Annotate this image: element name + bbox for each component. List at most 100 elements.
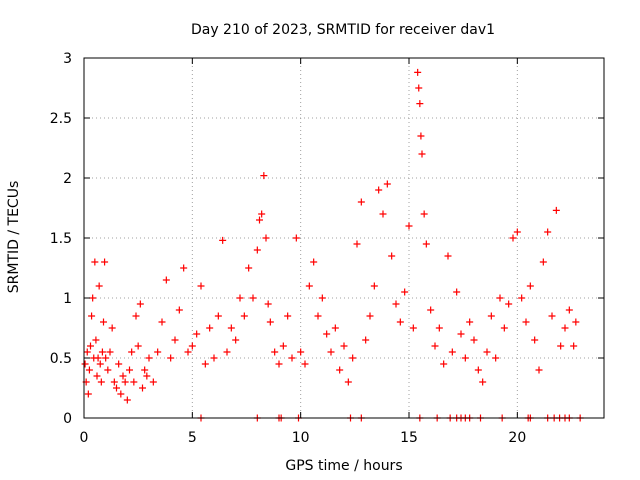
- data-point: [108, 324, 116, 332]
- data-point: [500, 324, 508, 332]
- data-point: [314, 312, 322, 320]
- data-point: [143, 372, 151, 380]
- data-point: [548, 312, 556, 320]
- data-point: [561, 324, 569, 332]
- data-point: [98, 348, 106, 356]
- data-point: [370, 282, 378, 290]
- data-points: [81, 68, 584, 422]
- data-point: [260, 172, 268, 180]
- data-point: [336, 366, 344, 374]
- data-point: [318, 294, 326, 302]
- data-point: [214, 312, 222, 320]
- y-tick-label: 2: [63, 171, 72, 187]
- data-point: [401, 288, 409, 296]
- grid: [84, 58, 604, 418]
- data-point: [87, 342, 94, 350]
- x-tick-label: 5: [188, 430, 197, 446]
- data-point: [167, 354, 175, 362]
- data-point: [110, 378, 118, 386]
- x-tick-label: 20: [508, 430, 526, 446]
- data-point: [420, 210, 428, 218]
- data-point: [396, 318, 404, 326]
- data-point: [305, 282, 313, 290]
- data-point: [158, 318, 166, 326]
- data-point: [175, 306, 183, 314]
- data-point: [444, 252, 452, 260]
- tick-labels: 0 0.5 1 1.5 2 2.5 3 0 5 10 15 20: [50, 51, 527, 446]
- data-point: [141, 366, 149, 374]
- data-point: [570, 342, 578, 350]
- data-point: [453, 288, 461, 296]
- data-point: [327, 348, 335, 356]
- data-point: [375, 186, 383, 194]
- data-point: [106, 348, 114, 356]
- data-point: [509, 234, 517, 242]
- data-point: [544, 228, 552, 236]
- y-tick-label: 1.5: [50, 231, 72, 247]
- data-point: [162, 276, 170, 284]
- data-point: [249, 294, 257, 302]
- data-point: [85, 366, 93, 374]
- data-point: [474, 366, 482, 374]
- data-point: [210, 354, 218, 362]
- data-point: [97, 378, 105, 386]
- data-point: [262, 234, 270, 242]
- data-point: [492, 354, 500, 362]
- data-point: [457, 330, 465, 338]
- data-point: [535, 366, 543, 374]
- chart-title: Day 210 of 2023, SRMTID for receiver dav…: [191, 22, 495, 38]
- data-point: [197, 282, 205, 290]
- data-point: [344, 378, 352, 386]
- data-point: [188, 342, 196, 350]
- data-point: [461, 354, 469, 362]
- data-point: [284, 312, 292, 320]
- data-point: [232, 336, 240, 344]
- data-point: [84, 390, 92, 398]
- data-point: [487, 312, 495, 320]
- data-point: [297, 348, 305, 356]
- data-point: [227, 324, 235, 332]
- data-point: [479, 378, 487, 386]
- data-point: [206, 324, 214, 332]
- data-point: [531, 336, 539, 344]
- data-point: [440, 360, 448, 368]
- data-point: [266, 318, 274, 326]
- data-point: [392, 300, 400, 308]
- data-point: [427, 306, 435, 314]
- data-point: [149, 378, 157, 386]
- data-point: [418, 150, 426, 158]
- data-point: [81, 360, 89, 368]
- data-point: [245, 264, 253, 272]
- data-point: [219, 236, 227, 244]
- data-point: [539, 258, 547, 266]
- data-point: [83, 348, 91, 356]
- data-point: [253, 246, 261, 254]
- data-point: [470, 336, 478, 344]
- data-point: [88, 312, 96, 320]
- data-point: [288, 354, 296, 362]
- data-point: [89, 294, 97, 302]
- y-tick-label: 2.5: [50, 111, 72, 127]
- data-point: [565, 306, 573, 314]
- data-point: [383, 180, 391, 188]
- data-point: [101, 258, 109, 266]
- x-tick-label: 0: [80, 430, 89, 446]
- data-point: [431, 342, 439, 350]
- data-point: [323, 330, 331, 338]
- y-tick-label: 0.5: [50, 351, 72, 367]
- data-point: [552, 206, 560, 214]
- data-point: [416, 100, 424, 108]
- data-point: [123, 396, 131, 404]
- y-tick-label: 1: [63, 291, 72, 307]
- data-point: [104, 366, 112, 374]
- data-point: [357, 198, 365, 206]
- data-point: [448, 348, 456, 356]
- data-point: [310, 258, 318, 266]
- data-point: [126, 366, 133, 374]
- data-point: [115, 360, 123, 368]
- data-point: [513, 228, 521, 236]
- x-tick-label: 10: [292, 430, 310, 446]
- data-point: [130, 378, 138, 386]
